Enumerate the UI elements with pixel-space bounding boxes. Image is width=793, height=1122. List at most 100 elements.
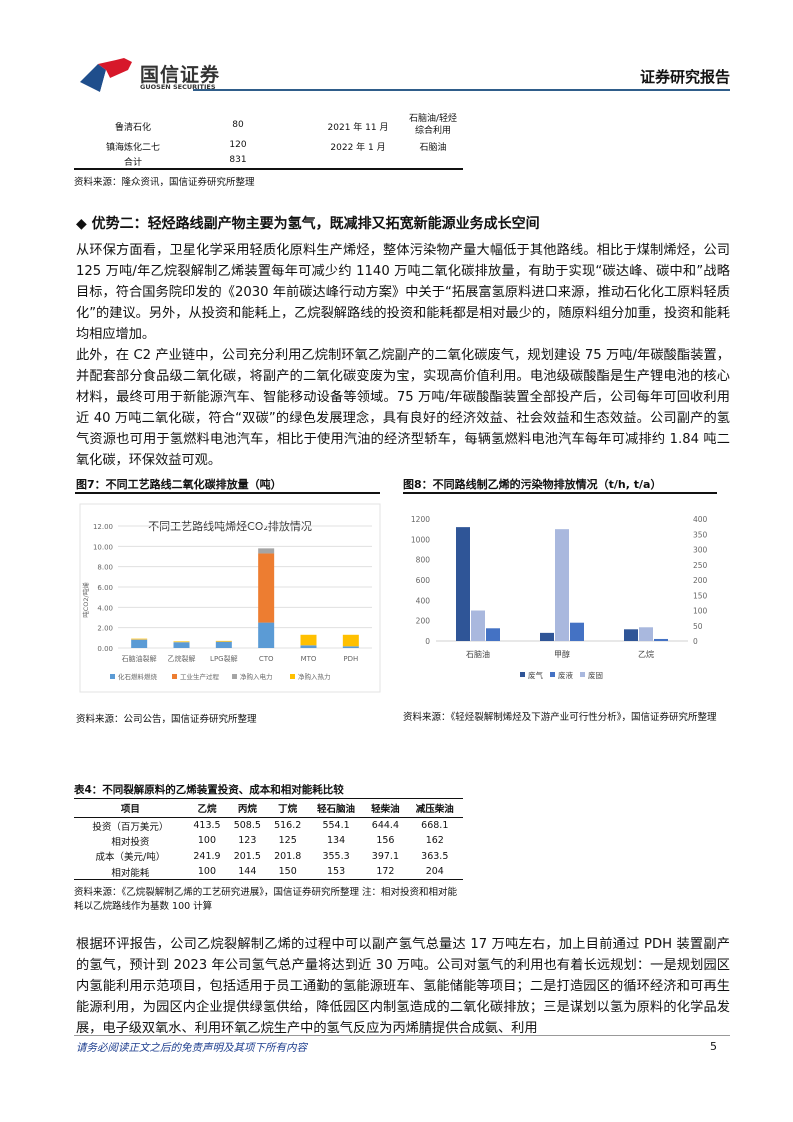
table-cell: 134 xyxy=(326,835,346,847)
paragraph: 从环保方面看，卫星化学采用轻质化原料生产烯烃，整体污染物产量大幅低于其他路线。相… xyxy=(76,243,730,342)
y-tick-label: 1200 xyxy=(411,515,430,524)
legend-label: 净购入热力 xyxy=(298,672,331,681)
y2-tick-label: 100 xyxy=(693,607,708,616)
table-cell: 相对能耗 xyxy=(74,864,187,880)
figure7-caption: 图7：不同工艺路线二氧化碳排放量（吨） xyxy=(76,478,282,491)
column-header: 丙烷 xyxy=(227,798,268,818)
table-cell: 355.3 xyxy=(322,850,350,862)
y2-tick-label: 200 xyxy=(693,576,708,585)
table-cell: 144 xyxy=(227,864,268,880)
table-cell: 204 xyxy=(406,864,463,880)
figure7-chart: 不同工艺路线吨烯烃CO₂排放情况 吨CO2/吨烯 0.002.004.006.0… xyxy=(79,503,381,693)
x-tick-label: 甲醇 xyxy=(554,649,570,659)
y-tick-label: 800 xyxy=(416,556,431,565)
table-cell: 150 xyxy=(267,864,308,880)
chart-frame xyxy=(79,503,381,693)
y-tick-label: 600 xyxy=(416,576,431,585)
figure7-source: 资料来源：公司公告，国信证券研究所整理 xyxy=(76,714,257,725)
y-tick-label: 0.00 xyxy=(97,645,113,653)
table-cell: 相对投资 xyxy=(111,836,150,848)
table-row: 成本（美元/吨） 241.9 201.5 201.8 355.3 397.1 363.5 xyxy=(74,849,463,865)
guosen-logo-icon xyxy=(76,56,136,98)
column-header: 项目 xyxy=(74,798,187,818)
cell: 鲁清石化 xyxy=(114,123,152,133)
section-heading: ◆ 优势二：轻烃路线副产物主要为氢气，既减排又拓宽新能源业务成长空间 xyxy=(76,216,540,232)
bar xyxy=(570,622,584,641)
y-axis-label: 吨CO2/吨烯 xyxy=(81,582,90,618)
table-source: 资料来源：隆众资讯，国信证券研究所整理 xyxy=(74,177,255,188)
legend-label: 工业生产过程 xyxy=(180,672,220,681)
table-cell: 668.1 xyxy=(421,820,449,831)
paragraph: 此外，在 C2 产业链中，公司充分利用乙烷制环氧乙烷副产的二氧化碳废气，规划建设… xyxy=(76,348,730,468)
table4: 项目 乙烷 丙烷 丁烷 轻石脑油 轻柴油 减压柴油 投资（百万美元） 413.5 5… xyxy=(74,798,463,880)
figure8-source: 资料来源：《轻烃裂解制烯烃及下游产业可行性分析》，国信证券研究所整理 xyxy=(403,712,717,723)
table-cell: 100 xyxy=(186,864,228,880)
bar-segment xyxy=(131,639,148,648)
figure8-caption: 图8：不同路线制乙烯的污染物排放情况（t/h, t/a） xyxy=(403,478,662,491)
legend-swatch xyxy=(550,672,555,677)
table-cell: 投资（百万美元） xyxy=(92,821,169,833)
bar xyxy=(456,527,470,641)
bar-segment xyxy=(131,639,148,640)
x-tick-label: PDH xyxy=(343,655,358,663)
cell: 120 xyxy=(229,140,247,150)
y-tick-label: 4.00 xyxy=(97,604,113,612)
bar-segment xyxy=(300,645,317,648)
cell: 石脑油 xyxy=(419,143,447,153)
cell: 2022 年 1 月 xyxy=(330,143,386,153)
bar xyxy=(486,628,500,641)
legend-swatch xyxy=(290,674,295,679)
table-cell: 516.2 xyxy=(274,820,302,831)
y2-tick-label: 50 xyxy=(693,622,703,631)
table-cell: 644.4 xyxy=(371,820,399,831)
y-tick-label: 6.00 xyxy=(97,584,113,592)
x-tick-label: 石脑油 xyxy=(466,649,490,659)
column-header: 减压柴油 xyxy=(406,798,463,818)
caption-rule xyxy=(75,492,380,494)
table-cell: 508.5 xyxy=(233,820,261,831)
table4-caption: 表4：不同裂解原料的乙烯装置投资、成本和相对能耗比较 xyxy=(74,784,344,796)
legend-swatch xyxy=(172,674,177,679)
caption-rule xyxy=(403,492,717,494)
y2-tick-label: 350 xyxy=(693,530,708,539)
column-header: 丁烷 xyxy=(267,798,308,818)
table-cell: 201.5 xyxy=(233,850,261,862)
bar-segment xyxy=(258,548,275,554)
table-row: 相对能耗 100 144 150 153 172 204 xyxy=(74,864,463,880)
report-type: 证券研究报告 xyxy=(639,68,730,86)
table-row: 相对投资 100 123 125 134 156 162 xyxy=(74,833,463,849)
bar-segment xyxy=(173,642,190,648)
column-header: 乙烷 xyxy=(186,798,228,818)
table-cell: 397.1 xyxy=(371,850,399,862)
legend-swatch xyxy=(580,672,585,677)
y-tick-label: 8.00 xyxy=(97,564,113,572)
table-cell: 172 xyxy=(364,864,407,880)
table-cell: 413.5 xyxy=(193,820,221,831)
bar-segment xyxy=(215,640,232,642)
table-cell: 201.8 xyxy=(274,850,302,862)
table-cell: 241.9 xyxy=(193,850,221,862)
bar-segment xyxy=(300,634,317,646)
bar xyxy=(654,638,668,641)
bar-segment xyxy=(215,641,232,648)
y-tick-label: 12.00 xyxy=(93,523,113,531)
y2-tick-label: 400 xyxy=(693,515,708,524)
cell: 831 xyxy=(229,155,247,165)
x-tick-label: 乙烷裂解 xyxy=(168,654,196,663)
y-tick-label: 200 xyxy=(416,617,431,626)
cell: 80 xyxy=(232,120,244,130)
y2-tick-label: 300 xyxy=(693,546,708,555)
table-rule xyxy=(74,168,463,170)
table-header-row: 项目 乙烷 丙烷 丁烷 轻石脑油 轻柴油 减压柴油 xyxy=(74,798,463,818)
paragraph: 根据环评报告，公司乙烷裂解制乙烯的过程中可以副产氢气总量达 17 万吨左右，加上… xyxy=(76,937,730,1036)
x-tick-label: 乙烷 xyxy=(638,649,654,659)
bar-segment xyxy=(342,646,359,648)
bar-segment xyxy=(173,641,190,643)
logo-text: 国信证券 xyxy=(140,64,221,86)
y2-tick-label: 0 xyxy=(693,637,698,646)
y-tick-label: 10.00 xyxy=(93,543,113,551)
cell: 石脑油/轻烃综合利用 xyxy=(408,114,458,136)
legend-label: 化石燃料燃烧 xyxy=(118,672,158,681)
bar xyxy=(471,610,485,641)
bar xyxy=(624,629,638,641)
